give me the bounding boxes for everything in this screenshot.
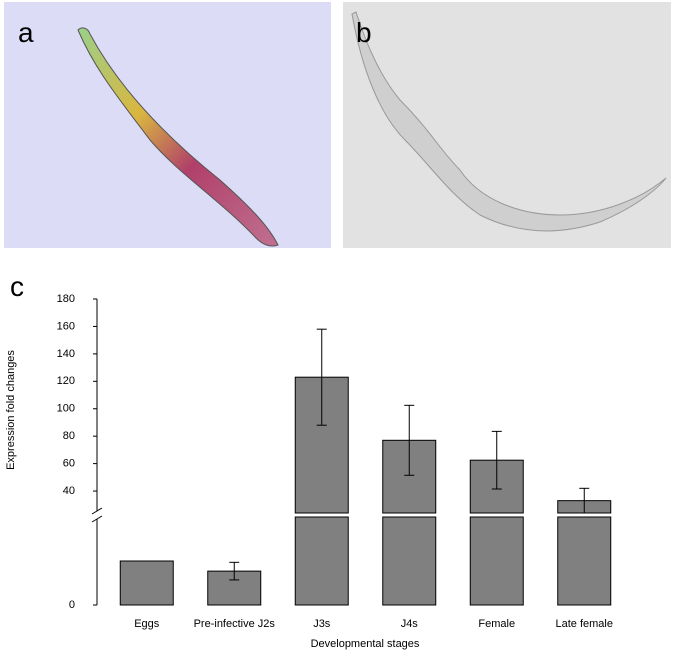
x-tick-label: Late female bbox=[556, 618, 613, 630]
micrograph-a bbox=[4, 2, 331, 248]
x-tick-label: J4s bbox=[401, 618, 419, 630]
x-tick-label: Female bbox=[478, 618, 515, 630]
y-tick-label: 100 bbox=[57, 403, 75, 415]
bar-lower bbox=[294, 516, 349, 606]
worm-b bbox=[351, 11, 667, 232]
axis-break bbox=[91, 507, 103, 515]
worm-a bbox=[77, 27, 279, 247]
panel-label: b bbox=[356, 17, 372, 48]
panel-label: a bbox=[18, 17, 34, 48]
y-tick-label: 120 bbox=[57, 375, 75, 387]
x-axis-label: Developmental stages bbox=[311, 638, 420, 650]
x-tick-label: J3s bbox=[313, 618, 331, 630]
bar-lower bbox=[557, 516, 612, 606]
y-tick-label: 0 bbox=[69, 599, 75, 611]
y-tick-label: 180 bbox=[57, 293, 75, 305]
x-tick-label: Eggs bbox=[134, 618, 160, 630]
x-tick-label: Pre-infective J2s bbox=[194, 618, 276, 630]
y-axis-label: Expression fold changes bbox=[5, 350, 17, 470]
bar-lower bbox=[382, 516, 437, 606]
bar bbox=[119, 560, 174, 606]
panel-label: c bbox=[10, 271, 24, 302]
y-tick-label: 140 bbox=[57, 348, 75, 360]
y-tick-label: 60 bbox=[63, 458, 75, 470]
y-tick-label: 80 bbox=[63, 430, 75, 442]
y-tick-label: 160 bbox=[57, 320, 75, 332]
y-tick-label: 40 bbox=[63, 485, 75, 497]
axis-break bbox=[91, 515, 103, 523]
bar bbox=[207, 570, 262, 606]
bar-lower bbox=[469, 516, 524, 606]
